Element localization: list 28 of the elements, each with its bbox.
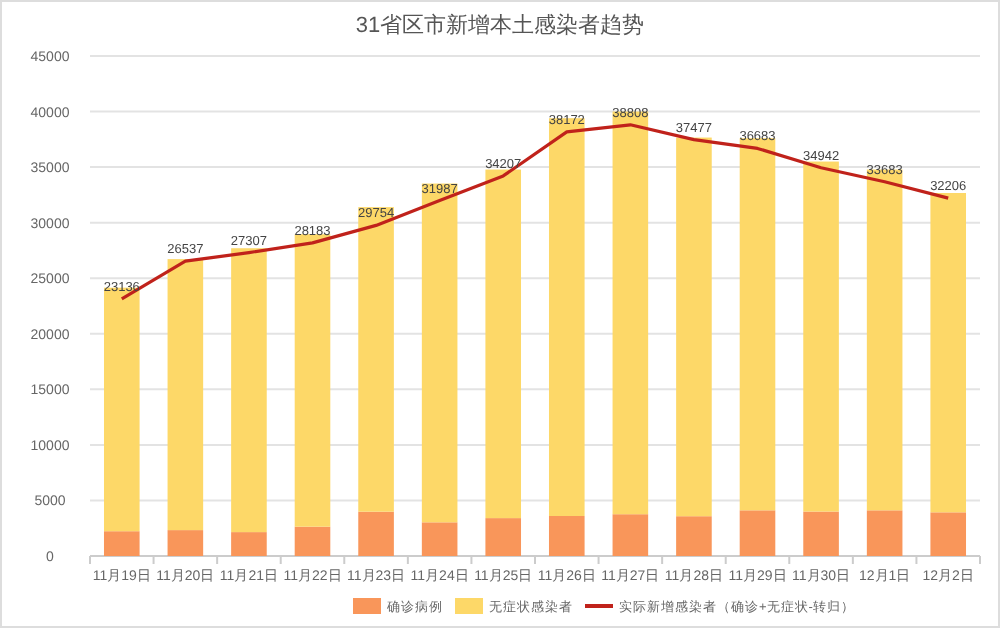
bar — [739, 510, 776, 556]
bar — [358, 511, 394, 556]
bar — [421, 183, 458, 523]
bar — [803, 511, 839, 556]
bar — [294, 234, 331, 527]
bar — [930, 193, 967, 513]
bar — [485, 518, 522, 556]
bar — [485, 169, 522, 519]
bar — [548, 118, 585, 516]
bar — [676, 137, 712, 517]
chart-title: 31省区市新增本土感染者趋势 — [355, 12, 645, 38]
bar — [167, 259, 204, 531]
bar — [231, 532, 267, 556]
bar — [358, 207, 394, 512]
bar — [103, 531, 140, 556]
bar — [421, 522, 458, 556]
bar — [294, 526, 331, 556]
bar — [612, 111, 649, 515]
bar — [676, 516, 712, 556]
bar — [548, 516, 585, 556]
bar — [803, 161, 839, 512]
bar — [930, 512, 967, 556]
bar — [866, 169, 903, 511]
bar — [739, 138, 776, 511]
bar — [231, 248, 267, 533]
bar — [167, 530, 204, 556]
bar — [866, 510, 903, 556]
bar — [612, 514, 649, 556]
